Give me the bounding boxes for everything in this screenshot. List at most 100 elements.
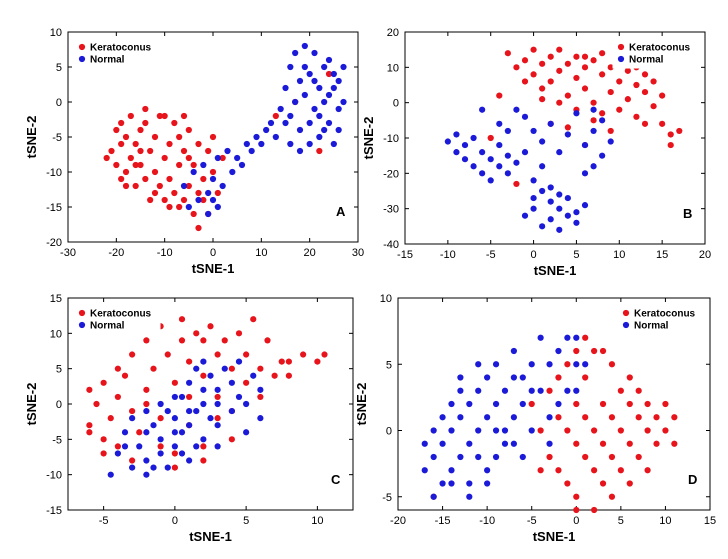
panel-c: -5 0 5 10 -15 -10 -5 0 5 10 15 tSNE-1 tSNE-2 Keratoco… — [24, 293, 354, 544]
data-point — [444, 138, 451, 145]
series-normal — [107, 358, 264, 478]
data-point — [190, 210, 197, 218]
data-point — [209, 168, 217, 176]
data-point — [504, 50, 511, 57]
data-point — [161, 154, 168, 162]
data-point — [250, 316, 257, 323]
x-tick-label: -5 — [486, 249, 496, 261]
y-tick-label: -15 — [46, 202, 62, 214]
data-point — [564, 361, 571, 368]
data-point — [129, 407, 136, 415]
data-point — [292, 49, 299, 57]
data-point — [501, 387, 509, 394]
data-point — [653, 440, 660, 447]
data-point — [325, 119, 333, 127]
data-point — [257, 415, 264, 422]
data-point — [590, 106, 597, 113]
legend-marker — [622, 321, 630, 329]
data-point — [86, 422, 93, 429]
data-point — [228, 379, 235, 386]
data-point — [221, 365, 228, 372]
data-point — [573, 53, 580, 60]
data-point — [200, 457, 207, 464]
data-point — [200, 358, 207, 365]
x-tick-label: 10 — [613, 249, 625, 261]
x-tick-label: 20 — [304, 247, 316, 259]
data-point — [321, 126, 328, 134]
data-point — [301, 63, 308, 71]
series-normal — [421, 334, 589, 500]
y-tick-label: 0 — [56, 97, 62, 109]
y-tick-label: -10 — [383, 133, 399, 145]
data-point — [556, 67, 563, 74]
data-point — [599, 117, 606, 124]
data-point — [193, 330, 200, 337]
y-tick-label: -5 — [52, 434, 62, 446]
data-point — [321, 63, 328, 71]
data-point — [556, 149, 563, 156]
series-keratoconus — [430, 334, 678, 514]
data-point — [504, 170, 511, 177]
data-point — [285, 372, 292, 379]
data-point — [271, 372, 278, 379]
data-point — [573, 506, 580, 514]
data-point — [599, 110, 606, 117]
data-point — [607, 127, 614, 135]
data-point — [186, 407, 193, 415]
data-point — [539, 187, 546, 195]
data-point — [200, 443, 207, 450]
data-point — [513, 64, 520, 71]
data-point — [624, 96, 631, 103]
data-point — [132, 161, 139, 169]
data-point — [546, 387, 553, 394]
x-tick-label: 10 — [659, 515, 671, 527]
legend-box — [73, 303, 161, 335]
y-tick-label: 0 — [56, 399, 62, 411]
data-point — [607, 64, 614, 71]
data-point — [287, 112, 294, 120]
data-point — [582, 334, 589, 341]
data-point — [287, 140, 294, 148]
data-point — [564, 60, 571, 67]
data-point — [510, 374, 517, 381]
data-point — [150, 464, 157, 471]
data-point — [278, 358, 285, 365]
data-point — [243, 140, 250, 148]
data-point — [470, 134, 477, 142]
x-axis-label: tSNE-1 — [189, 529, 232, 544]
data-point — [671, 440, 678, 447]
x-tick-label: -5 — [99, 515, 109, 527]
data-point — [235, 330, 243, 337]
data-point — [581, 202, 589, 209]
data-point — [556, 205, 563, 212]
data-point — [142, 105, 149, 113]
data-point — [547, 53, 554, 60]
data-point — [195, 140, 202, 148]
data-point — [504, 152, 511, 159]
data-point — [93, 400, 100, 408]
data-point — [539, 85, 546, 92]
y-tick-label: -10 — [46, 470, 62, 482]
data-point — [122, 133, 130, 141]
x-tick-label: -10 — [479, 515, 495, 527]
data-point — [659, 120, 666, 127]
data-point — [166, 140, 173, 148]
data-point — [479, 149, 486, 156]
data-point — [496, 163, 503, 170]
x-axis-label: tSNE-1 — [533, 529, 576, 544]
data-point — [547, 198, 554, 205]
panel-a: -30 -20 -10 0 10 20 30-20-15-10-50510tSNE-1tSN… — [24, 27, 364, 276]
y-tick-label: 0 — [386, 426, 392, 438]
data-point — [137, 161, 144, 169]
data-point — [185, 154, 192, 162]
data-point — [195, 189, 202, 197]
data-point — [114, 450, 121, 457]
panel-b: -15 -10 -5 0 5 10 15 20 -40 -30 -20 -10 0 10 20 tSNE-1 t… — [361, 27, 711, 278]
data-point — [171, 415, 178, 422]
data-point — [157, 436, 164, 443]
data-point — [186, 457, 193, 464]
data-point — [238, 161, 246, 169]
data-point — [513, 159, 520, 166]
data-point — [292, 98, 299, 106]
